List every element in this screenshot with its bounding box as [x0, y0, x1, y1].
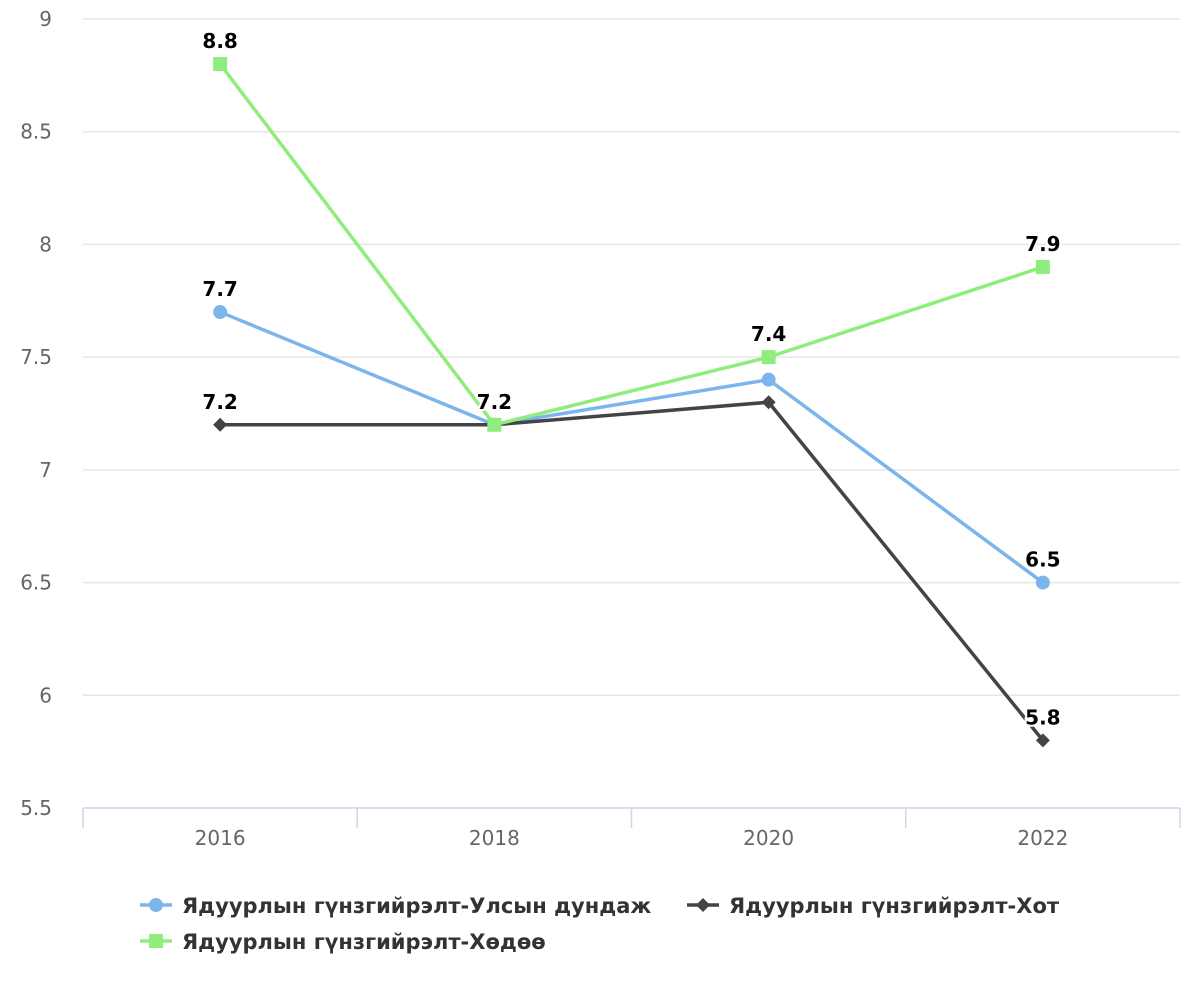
x-tick-label: 2016 [195, 826, 246, 850]
data-label: 7.7 [202, 277, 237, 301]
data-label: 7.2 [202, 390, 237, 414]
x-tick-label: 2018 [469, 826, 520, 850]
data-point[interactable] [1035, 575, 1050, 590]
y-tick-label: 6.5 [20, 571, 52, 595]
legend-label: Ядуурлын гүнзгийрэлт-Хөдөө [182, 930, 546, 954]
data-point[interactable] [213, 57, 228, 72]
series-line-0[interactable] [218, 310, 1045, 585]
y-tick-label: 9 [39, 7, 52, 31]
data-point[interactable] [213, 417, 228, 432]
y-tick-label: 6 [39, 683, 52, 707]
legend-item-1[interactable]: Ядуурлын гүнзгийрэлт-Хот [687, 894, 1060, 918]
y-tick-label: 7.5 [20, 345, 52, 369]
y-tick-label: 8.5 [20, 120, 52, 144]
legend-marker[interactable] [696, 898, 710, 912]
data-point[interactable] [761, 350, 776, 365]
data-label: 8.8 [202, 29, 237, 53]
series-line-2[interactable] [218, 62, 1045, 427]
y-tick-label: 8 [39, 232, 52, 256]
series-layer [213, 57, 1050, 748]
data-point[interactable] [213, 305, 228, 320]
data-point[interactable] [761, 372, 776, 387]
axis-layer: 5.5 6 6.5 7 7.5 8 8.5 9 2016 2018 2020 2022 [20, 7, 1181, 850]
data-point[interactable] [761, 395, 776, 410]
x-tick-label: 2020 [743, 826, 794, 850]
data-label-layer: 7.7 6.5 7.2 7.2 5.8 8.8 7.4 7.9 [200, 27, 1062, 731]
data-label: 5.8 [1025, 705, 1060, 729]
legend-marker[interactable] [149, 898, 163, 912]
data-label: 7.2 [477, 390, 512, 414]
data-point[interactable] [1035, 733, 1050, 748]
data-label: 7.9 [1025, 232, 1060, 256]
grid-layer [83, 18, 1180, 697]
data-point[interactable] [1035, 259, 1050, 274]
series-line-1[interactable] [218, 400, 1045, 743]
legend: Ядуурлын гүнзгийрэлт-Улсын дундаж Ядуурлы… [140, 894, 1060, 954]
y-tick-label: 7 [39, 458, 52, 482]
legend-label: Ядуурлын гүнзгийрэлт-Хот [729, 894, 1060, 918]
legend-marker[interactable] [149, 934, 163, 948]
data-label: 7.4 [751, 322, 786, 346]
x-tick-label: 2022 [1017, 826, 1068, 850]
legend-item-0[interactable]: Ядуурлын гүнзгийрэлт-Улсын дундаж [140, 894, 651, 918]
data-label: 6.5 [1025, 548, 1060, 572]
y-tick-label: 5.5 [20, 796, 52, 820]
legend-label: Ядуурлын гүнзгийрэлт-Улсын дундаж [182, 894, 651, 918]
data-point[interactable] [487, 417, 502, 432]
legend-item-2[interactable]: Ядуурлын гүнзгийрэлт-Хөдөө [140, 930, 546, 954]
